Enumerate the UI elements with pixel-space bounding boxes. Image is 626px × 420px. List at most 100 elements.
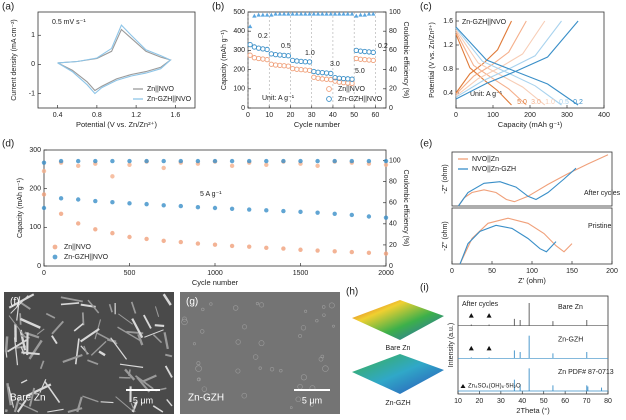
annotation: 5 A g⁻¹ xyxy=(200,191,222,198)
marker xyxy=(41,160,47,165)
marker xyxy=(281,63,287,69)
marker xyxy=(328,11,333,16)
panel-label: (c) xyxy=(420,2,432,13)
marker xyxy=(323,70,330,76)
x-tick-label: 0 xyxy=(454,112,458,119)
y2-tick-label: 20 xyxy=(389,86,397,93)
texture xyxy=(154,306,160,317)
marker xyxy=(277,62,283,69)
annotation: 1.0 xyxy=(305,50,315,57)
data-line xyxy=(459,224,557,265)
texture xyxy=(201,386,207,392)
panel-label: (b) xyxy=(212,2,224,13)
marker xyxy=(311,74,317,80)
y-tick-label: 400 xyxy=(233,28,245,35)
x-tick-label: 80 xyxy=(604,398,612,405)
x-tick-label: 0.8 xyxy=(92,112,102,119)
phase-marker xyxy=(486,313,492,318)
marker xyxy=(353,55,359,62)
scale-label: 5 μm xyxy=(302,395,322,405)
texture xyxy=(4,336,9,352)
marker xyxy=(328,76,334,83)
annotation: After cycles xyxy=(462,301,499,308)
y-tick-label: -1 xyxy=(29,90,35,97)
y2-tick-label: 0 xyxy=(389,105,393,112)
marker xyxy=(298,209,303,215)
texture xyxy=(8,315,27,339)
texture xyxy=(201,307,205,312)
y2-axis-label: Coulombic efficiency (%) xyxy=(402,22,409,99)
legend-label: Zn||NVO xyxy=(64,244,92,251)
texture xyxy=(60,296,83,303)
phase-marker xyxy=(468,345,474,351)
legend-label: Zn||NVO xyxy=(338,86,366,93)
data-line xyxy=(457,167,577,207)
y-tick-label: 1 xyxy=(31,32,35,39)
y-tick-label: 300 xyxy=(29,147,41,154)
texture xyxy=(322,313,326,317)
panel-label: (e) xyxy=(420,139,432,150)
marker xyxy=(41,168,47,174)
texture xyxy=(8,386,15,408)
texture xyxy=(192,342,196,346)
marker xyxy=(294,58,300,64)
marker xyxy=(229,243,235,249)
texture xyxy=(90,340,107,356)
annotation: Zn-GZH||NVO xyxy=(462,19,507,26)
x-tick-label: 200 xyxy=(606,268,618,275)
x-tick-label: 40 xyxy=(518,398,526,405)
marker xyxy=(298,247,303,252)
x-axis-label: Capacity (mAh g⁻¹) xyxy=(498,120,563,129)
texture xyxy=(144,329,164,338)
texture xyxy=(162,293,172,306)
annotation: 0.5 xyxy=(281,43,291,50)
marker xyxy=(281,11,287,16)
texture xyxy=(51,335,58,345)
texture xyxy=(197,377,201,382)
texture xyxy=(81,312,85,326)
y-tick-label: 100 xyxy=(233,86,245,93)
y-tick-label: 1.6 xyxy=(443,18,453,25)
texture xyxy=(47,408,64,413)
marker xyxy=(362,56,368,63)
marker xyxy=(161,238,166,244)
texture xyxy=(45,312,56,319)
marker xyxy=(195,158,201,164)
texture xyxy=(318,356,324,362)
marker xyxy=(290,11,295,16)
texture xyxy=(79,327,100,343)
marker xyxy=(251,44,258,50)
texture xyxy=(258,366,262,370)
texture xyxy=(28,339,43,360)
marker xyxy=(127,158,132,164)
texture xyxy=(28,387,36,407)
plot-frame xyxy=(37,11,196,109)
scale-label: 5 μm xyxy=(133,395,153,405)
marker xyxy=(302,59,308,65)
y2-tick-label: 60 xyxy=(389,47,397,54)
marker xyxy=(332,249,337,254)
texture xyxy=(163,332,169,350)
marker xyxy=(383,251,389,256)
texture xyxy=(4,409,8,413)
marker xyxy=(366,49,372,55)
marker xyxy=(251,55,258,61)
marker xyxy=(264,208,269,213)
marker xyxy=(315,75,321,81)
x-axis-label: Cycle number xyxy=(192,278,239,287)
texture xyxy=(131,401,138,413)
y-axis-label: Intensity (a.u.) xyxy=(448,323,455,367)
marker xyxy=(353,47,359,54)
marker xyxy=(354,13,359,18)
annotation: Unit: A g⁻¹ xyxy=(262,95,295,102)
marker xyxy=(247,41,253,48)
phase-marker xyxy=(468,313,474,318)
chart: (d)0 500 1000 1500 2000010020030002040608010… xyxy=(2,139,409,287)
texture xyxy=(279,368,283,373)
texture xyxy=(332,324,335,328)
marker xyxy=(272,51,279,58)
texture xyxy=(98,350,106,357)
texture xyxy=(110,337,128,360)
x-tick-label: 1.6 xyxy=(171,112,181,119)
